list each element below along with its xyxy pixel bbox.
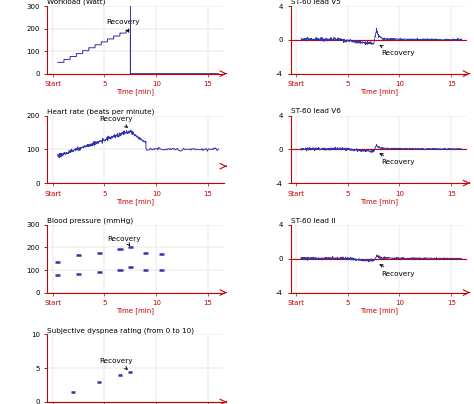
Text: Recovery: Recovery <box>99 116 133 127</box>
Text: Subjective dyspnea rating (from 0 to 10): Subjective dyspnea rating (from 0 to 10) <box>47 327 194 334</box>
Text: Recovery: Recovery <box>380 154 414 166</box>
Text: Recovery: Recovery <box>99 358 133 369</box>
Text: Recovery: Recovery <box>380 45 414 56</box>
X-axis label: Time [min]: Time [min] <box>117 88 155 95</box>
X-axis label: Time [min]: Time [min] <box>117 198 155 205</box>
Text: ST-60 lead V5: ST-60 lead V5 <box>291 0 340 5</box>
Text: Recovery: Recovery <box>108 236 141 246</box>
Text: Heart rate (beats per minute): Heart rate (beats per minute) <box>47 108 155 115</box>
Text: Blood pressure (mmHg): Blood pressure (mmHg) <box>47 218 134 224</box>
Text: Recovery: Recovery <box>107 19 140 32</box>
Text: ST-60 lead II: ST-60 lead II <box>291 218 335 224</box>
X-axis label: Time [min]: Time [min] <box>117 307 155 314</box>
X-axis label: Time [min]: Time [min] <box>360 198 398 205</box>
X-axis label: Time [min]: Time [min] <box>360 88 398 95</box>
Text: ST-60 lead V6: ST-60 lead V6 <box>291 108 340 114</box>
Text: Workload (Watt): Workload (Watt) <box>47 0 106 6</box>
Text: Recovery: Recovery <box>380 265 414 277</box>
X-axis label: Time [min]: Time [min] <box>360 307 398 314</box>
